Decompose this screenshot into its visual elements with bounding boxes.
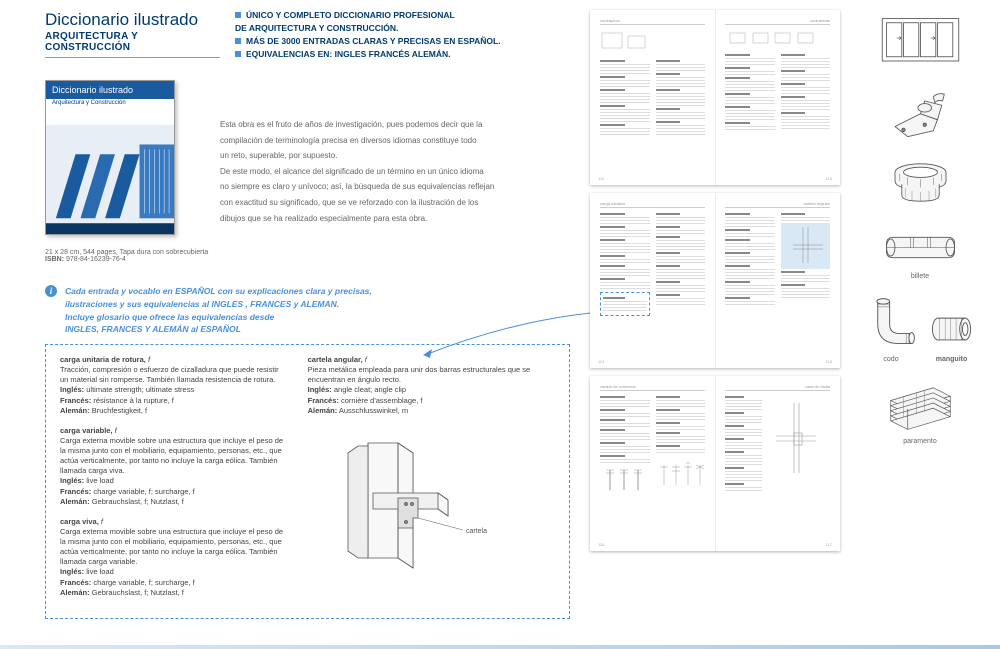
- feature-item: ÚNICO Y COMPLETO DICCIONARIO PROFESIONAL: [235, 10, 501, 20]
- dictionary-entry: carga viva, f Carga externa movible sobr…: [60, 517, 288, 598]
- spread-illustration: [725, 28, 825, 50]
- feature-item: EQUIVALENCIAS EN: INGLES FRANCÉS ALEMÁN.: [235, 49, 501, 59]
- spread-preview: cartela de cumbrera 116 casa de Malta 11…: [590, 376, 840, 551]
- nut-icon: [878, 157, 963, 210]
- spread-illustration: [600, 28, 650, 56]
- spread-previews: contrapeso 112 contratante 113 carga est…: [590, 0, 850, 649]
- cover-illustration: [46, 124, 174, 224]
- window-icon: [878, 10, 963, 72]
- page-subtitle: ARQUITECTURA Y CONSTRUCCIÓN: [45, 31, 220, 58]
- paramento-icon: paramento: [878, 375, 963, 446]
- bullet-icon: [235, 12, 241, 18]
- info-icon: i: [45, 285, 57, 297]
- description: Esta obra es el fruto de años de investi…: [220, 80, 550, 235]
- billete-icon: billete: [878, 222, 963, 280]
- book-meta: 21 x 28 cm, 544 pages, Tapa dura con sob…: [45, 249, 570, 263]
- spread-preview: contrapeso 112 contratante 113: [590, 10, 840, 185]
- dictionary-entry: carga variable, f Carga externa movible …: [60, 426, 288, 507]
- header: Diccionario ilustrado ARQUITECTURA Y CON…: [45, 10, 570, 62]
- hinge-icon: [878, 84, 963, 146]
- spread-illustration: [766, 398, 826, 478]
- dictionary-entry: carga unitaria de rotura, f Tracción, co…: [60, 355, 288, 416]
- codo-manguito-icon: codo manguito: [864, 292, 977, 363]
- entries-box: carga unitaria de rotura, f Tracción, co…: [45, 344, 570, 619]
- page-title: Diccionario ilustrado: [45, 10, 220, 30]
- spread-illustration: [656, 455, 704, 490]
- bullet-icon: [235, 38, 241, 44]
- spread-preview: carga estática 114 cartela angular 115: [590, 193, 840, 368]
- feature-list: ÚNICO Y COMPLETO DICCIONARIO PROFESIONAL…: [235, 10, 501, 62]
- callout: i Cada entrada y vocablo en ESPAÑOL con …: [45, 285, 570, 336]
- spread-illustration: [600, 465, 648, 495]
- bullet-icon: [235, 51, 241, 57]
- cartela-diagram: cartela: [308, 438, 508, 578]
- footer-stripe: [0, 645, 1000, 649]
- highlighted-illustration: [783, 225, 828, 265]
- book-cover: Diccionario ilustrado Arquitectura y Con…: [45, 80, 175, 235]
- feature-item-sub: DE ARQUITECTURA Y CONSTRUCCIÓN.: [235, 23, 501, 33]
- sample-icons: billete codo manguito paramento: [850, 0, 1000, 649]
- feature-item: MÁS DE 3000 ENTRADAS CLARAS Y PRECISAS E…: [235, 36, 501, 46]
- diagram-label: cartela: [466, 528, 487, 535]
